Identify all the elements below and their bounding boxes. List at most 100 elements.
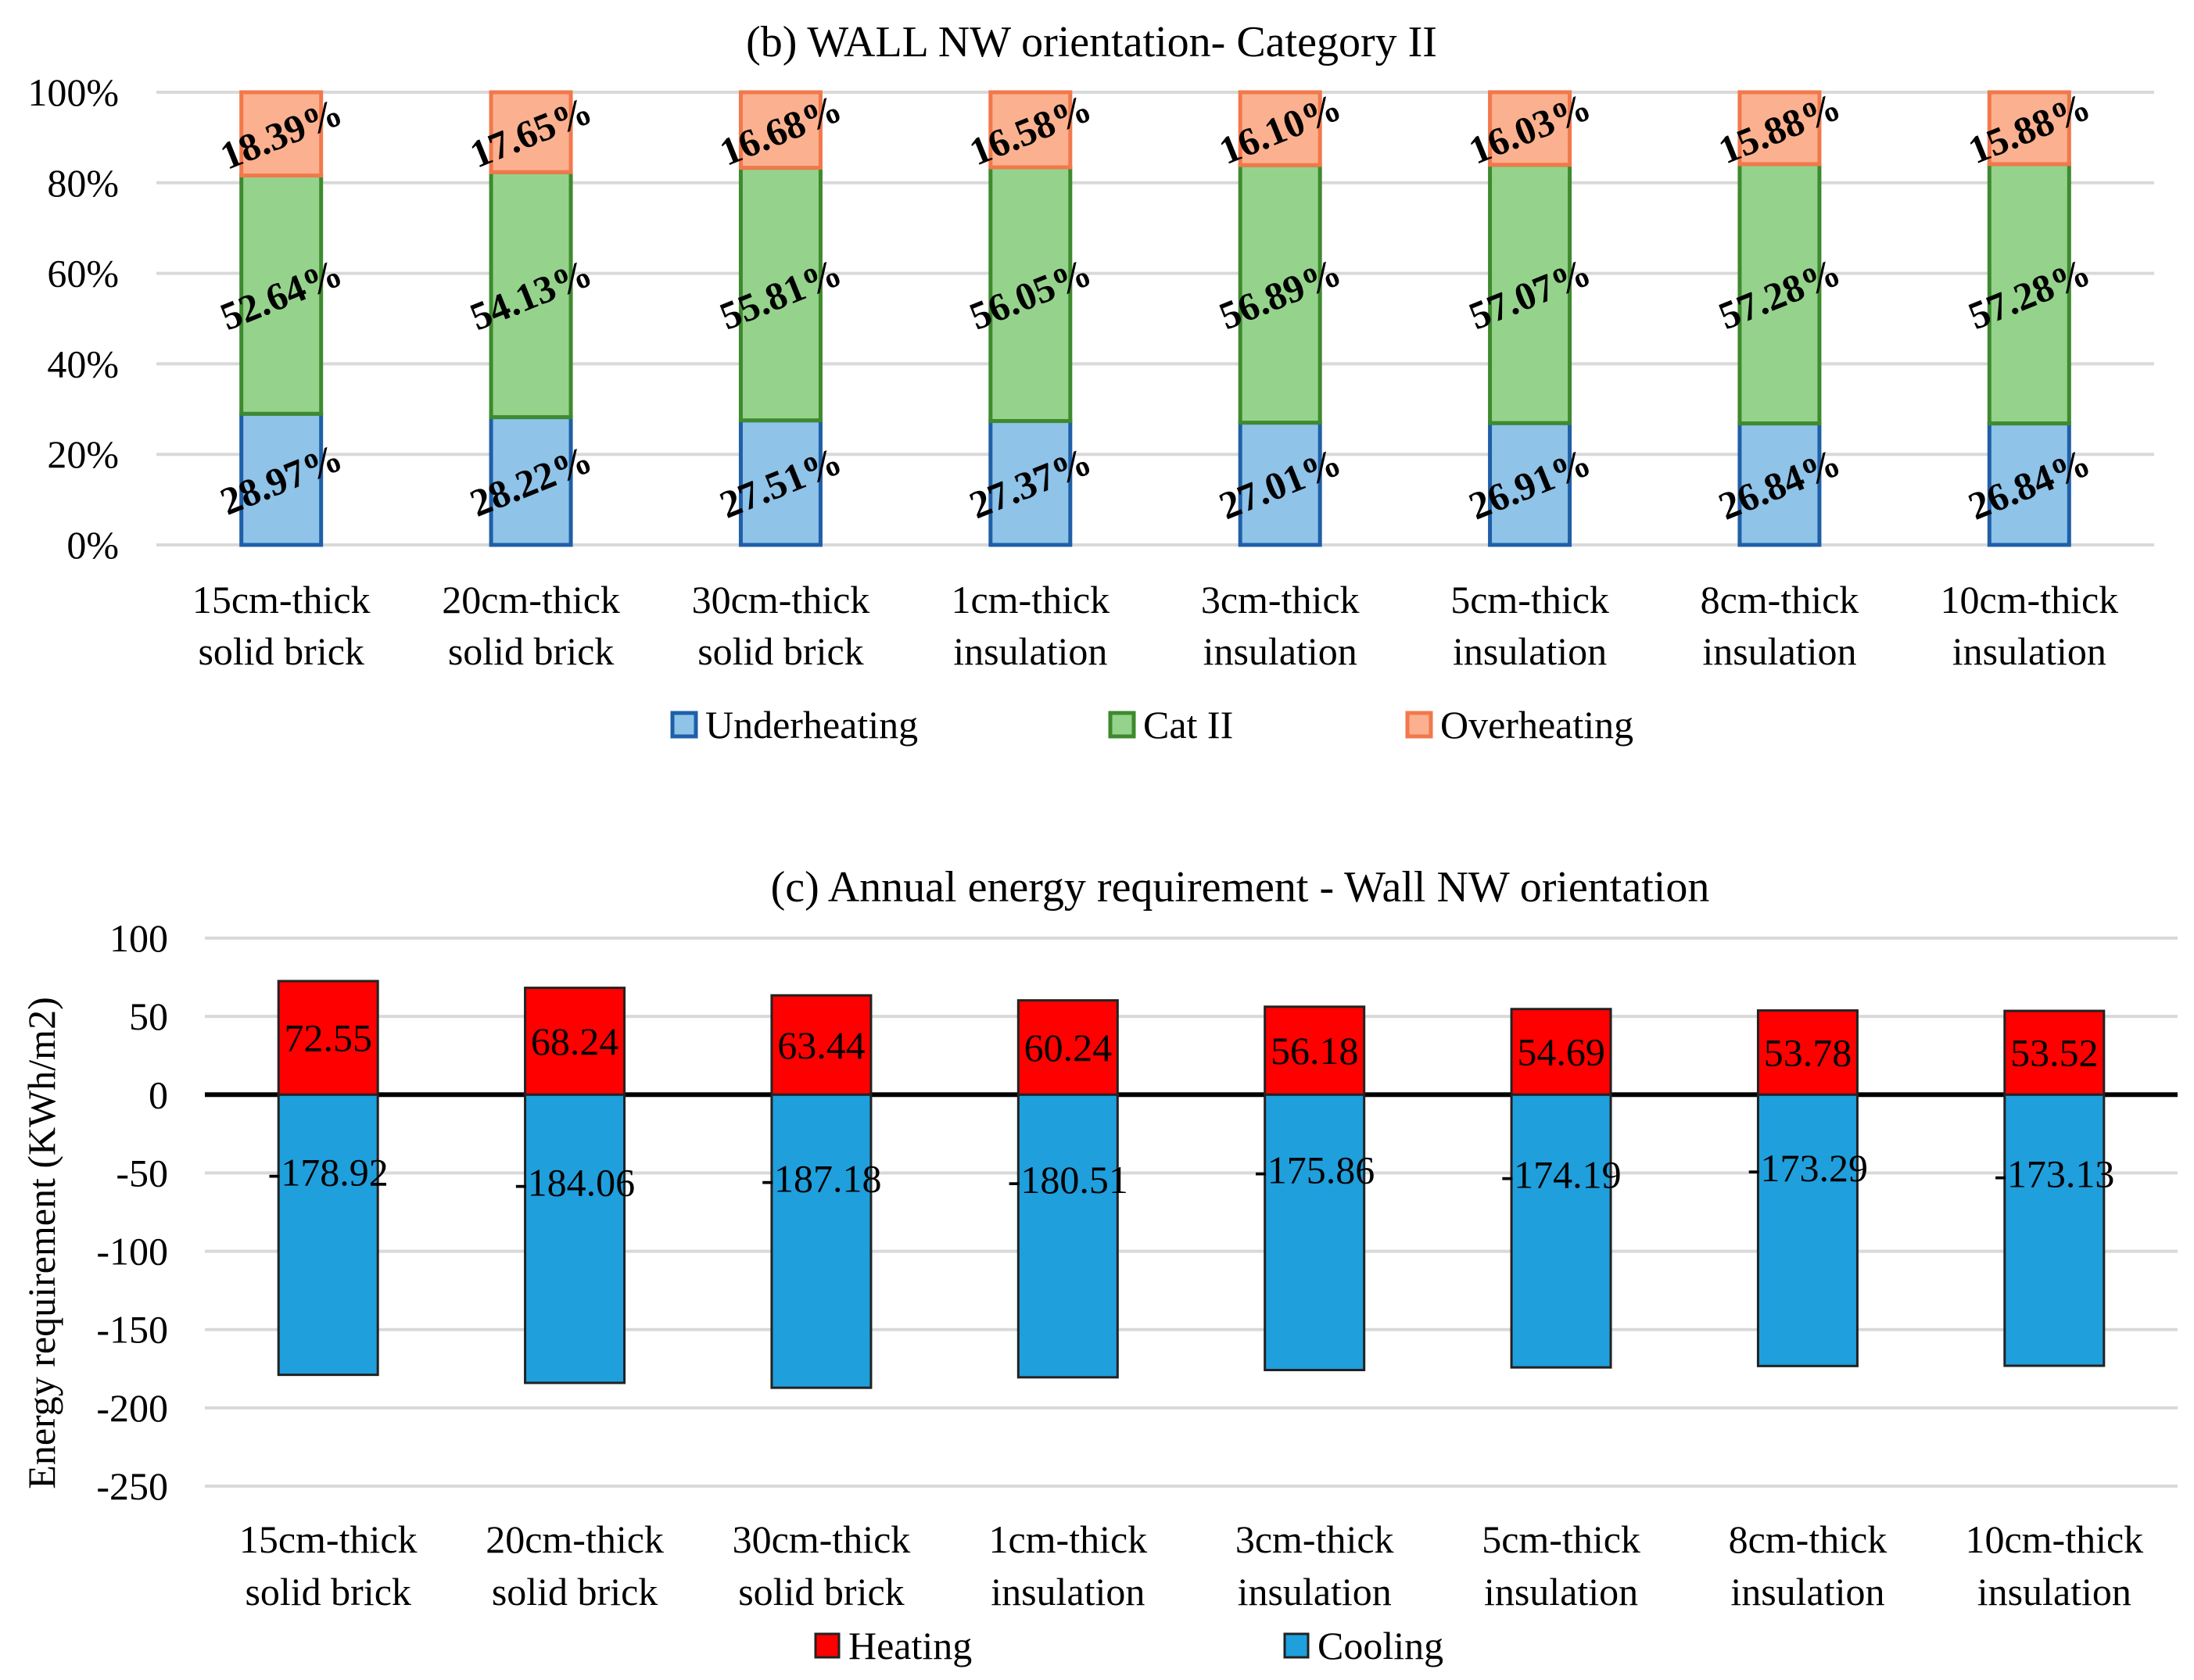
chart-c-title: (c) Annual energy requirement - Wall NW … <box>771 863 1710 912</box>
chart-c-y-tick: -100 <box>96 1230 168 1273</box>
chart-c-data-label: 53.78 <box>1764 1030 1852 1074</box>
chart-b-bar-overheating <box>239 90 324 177</box>
chart-c-data-label: -184.06 <box>514 1161 635 1205</box>
chart-b-bar-underheating <box>1737 421 1822 547</box>
chart-b-bar-overheating <box>1987 90 2071 167</box>
chart-b-legend-swatch <box>1405 711 1433 739</box>
chart-c-category-label-line2: insulation <box>1484 1570 1638 1614</box>
chart-c-category-label-line1: 5cm-thick <box>1482 1517 1640 1561</box>
chart-energy-requirement: (c) Annual energy requirement - Wall NW … <box>20 863 2178 1667</box>
chart-b-bar-cat-ii <box>988 165 1073 424</box>
chart-c-data-label: -173.29 <box>1748 1146 1868 1190</box>
chart-b-legend-label: Underheating <box>705 703 918 747</box>
chart-c-category-label-line2: solid brick <box>492 1570 658 1614</box>
chart-b-bar-cat-ii <box>489 170 573 420</box>
chart-b-bar-overheating <box>489 90 573 174</box>
chart-b-category-label-line2: insulation <box>1203 629 1357 673</box>
chart-wall-category: (b) WALL NW orientation- Category II 0% 2… <box>27 18 2154 747</box>
chart-c-y-tick: 100 <box>109 916 168 960</box>
chart-c-bar-cooling <box>1016 1093 1119 1379</box>
chart-b-bar-cat-ii <box>1238 163 1322 425</box>
chart-c-bar-cooling <box>1756 1093 1859 1367</box>
chart-b-legend-label: Overheating <box>1440 703 1633 747</box>
chart-c-category-label-line2: solid brick <box>738 1570 904 1614</box>
chart-c-legend-label: Cooling <box>1317 1624 1443 1667</box>
chart-b-bar-underheating <box>1987 421 2071 547</box>
chart-b-category-label-line2: insulation <box>1702 629 1856 673</box>
chart-b-category-label-line2: solid brick <box>198 629 364 673</box>
chart-b-category-label-line1: 10cm-thick <box>1940 578 2118 621</box>
chart-c-y-tick: 50 <box>129 994 168 1038</box>
chart-c-category-label-line2: insulation <box>1238 1570 1392 1614</box>
chart-b-y-tick: 60% <box>47 252 119 296</box>
chart-c-category-label-line1: 20cm-thick <box>486 1517 664 1561</box>
chart-c-data-label: 56.18 <box>1271 1029 1359 1073</box>
chart-b-bars <box>239 90 2071 547</box>
chart-b-bar-overheating <box>1737 90 1822 167</box>
chart-b-bar-underheating <box>988 419 1073 547</box>
chart-b-bar-underheating <box>1238 421 1322 547</box>
chart-c-bar-heating <box>1264 1005 1366 1096</box>
chart-c-data-label: 72.55 <box>284 1016 372 1060</box>
chart-c-gridlines <box>205 937 2178 1488</box>
chart-b-legend-swatch <box>670 711 698 739</box>
chart-c-data-label: 60.24 <box>1024 1026 1113 1069</box>
chart-c-bar-heating <box>2003 1009 2106 1096</box>
chart-c-y-axis: -250 -200 -150 -100 -50 0 50 100 <box>96 916 168 1508</box>
chart-c-y-tick: -150 <box>96 1308 168 1352</box>
chart-c-data-label: -173.13 <box>1994 1152 2114 1196</box>
chart-c-legend-swatch <box>814 1632 841 1659</box>
chart-b-category-label-line1: 8cm-thick <box>1701 578 1859 621</box>
chart-c-data-label: -178.92 <box>268 1150 389 1194</box>
chart-b-y-tick: 80% <box>47 161 119 205</box>
chart-b-category-label-line1: 5cm-thick <box>1450 578 1609 621</box>
chart-b-bar-cat-ii <box>738 166 823 423</box>
chart-b-category-label-line2: solid brick <box>697 629 863 673</box>
chart-c-data-label: -175.86 <box>1254 1148 1375 1191</box>
chart-b-y-tick: 20% <box>47 432 119 476</box>
chart-b-bar-overheating <box>1238 90 1322 167</box>
chart-c-category-label-line1: 30cm-thick <box>733 1517 911 1561</box>
chart-c-bar-heating <box>1016 999 1119 1096</box>
chart-b-category-label-line1: 20cm-thick <box>442 578 620 621</box>
chart-c-y-tick: 0 <box>149 1073 168 1116</box>
chart-c-category-label-line2: insulation <box>991 1570 1145 1614</box>
chart-c-bar-cooling <box>524 1093 626 1384</box>
chart-c-bars <box>277 980 2106 1389</box>
chart-b-legend-label: Cat II <box>1143 703 1233 747</box>
chart-b-bar-cat-ii <box>1987 162 2071 426</box>
chart-b-category-label-line1: 1cm-thick <box>951 578 1110 621</box>
chart-c-bar-cooling <box>1264 1093 1366 1372</box>
chart-c-bar-heating <box>770 994 873 1096</box>
chart-c-data-label: -174.19 <box>1500 1153 1621 1197</box>
chart-b-x-axis: 15cm-thick solid brick 20cm-thick solid bri… <box>192 578 2118 673</box>
chart-b-bar-underheating <box>738 418 823 547</box>
chart-c-bar-heating <box>1756 1009 1859 1096</box>
chart-c-bar-cooling <box>2003 1093 2106 1367</box>
chart-b-y-tick: 0% <box>66 523 119 567</box>
chart-c-legend: Heating Cooling <box>814 1624 1443 1667</box>
chart-c-y-tick: -50 <box>116 1151 168 1195</box>
chart-c-y-tick: -200 <box>96 1386 168 1430</box>
chart-c-bar-heating <box>1510 1008 1612 1096</box>
chart-c-legend-swatch <box>1283 1632 1310 1659</box>
chart-c-data-label: 68.24 <box>531 1019 619 1063</box>
chart-c-bar-cooling <box>770 1093 873 1389</box>
chart-b-y-axis: 0% 20% 40% 60% 80% 100% <box>27 70 119 567</box>
chart-c-x-axis: 15cm-thick solid brick 20cm-thick solid bri… <box>239 1517 2143 1614</box>
chart-c-category-label-line1: 8cm-thick <box>1729 1517 1887 1561</box>
chart-c-data-label: -180.51 <box>1008 1158 1128 1202</box>
chart-c-legend-label: Heating <box>848 1624 972 1667</box>
chart-c-bar-heating <box>524 987 626 1096</box>
chart-b-category-label-line2: insulation <box>953 629 1107 673</box>
chart-c-y-axis-label: Energy requirement (KWh/m2) <box>20 997 63 1488</box>
chart-b-gridlines <box>156 91 2154 546</box>
chart-c-category-label-line2: insulation <box>1730 1570 1884 1614</box>
chart-c-bar-cooling <box>277 1093 379 1377</box>
chart-b-bar-overheating <box>988 90 1073 170</box>
chart-c-category-label-line2: insulation <box>1977 1570 2131 1614</box>
chart-c-data-label: 53.52 <box>2010 1031 2099 1075</box>
chart-c-category-label-line2: solid brick <box>245 1570 410 1614</box>
chart-b-category-label-line2: insulation <box>1453 629 1607 673</box>
